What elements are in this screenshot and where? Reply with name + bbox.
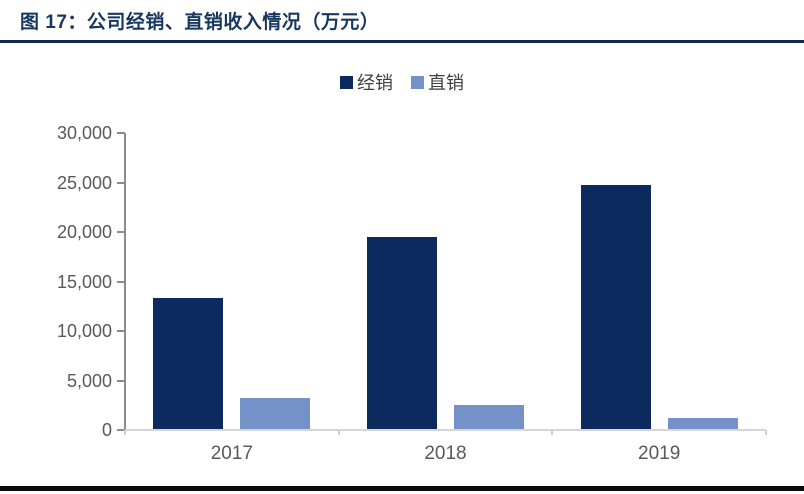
y-axis-label: 10,000 bbox=[56, 321, 112, 341]
x-axis-line bbox=[125, 429, 766, 431]
category-group-2018 bbox=[339, 133, 553, 429]
y-axis-tick bbox=[117, 181, 125, 184]
x-axis-label-2018: 2018 bbox=[424, 443, 467, 464]
title-divider bbox=[0, 40, 804, 43]
x-axis-tick bbox=[765, 430, 767, 435]
y-axis-line bbox=[124, 133, 126, 430]
y-axis-label: 30,000 bbox=[56, 123, 112, 143]
x-axis-labels: 2017 2018 2019 bbox=[125, 443, 766, 465]
legend-item-series-1: 经销 bbox=[340, 69, 393, 95]
y-axis-tick bbox=[117, 429, 125, 431]
bar-chart-plot bbox=[125, 133, 766, 429]
x-axis-tick bbox=[337, 430, 340, 435]
legend-label: 直销 bbox=[428, 73, 464, 93]
bar-series1-2018 bbox=[367, 236, 437, 429]
x-axis-tick bbox=[124, 430, 126, 435]
x-axis-label-2017: 2017 bbox=[210, 443, 253, 464]
x-axis-tick bbox=[551, 430, 554, 435]
bar-series1-2017 bbox=[153, 298, 224, 429]
chart-legend: 经销 直销 bbox=[0, 69, 804, 95]
y-axis-label: 5,000 bbox=[66, 370, 112, 391]
bottom-divider bbox=[0, 486, 804, 491]
y-axis-label: 20,000 bbox=[56, 222, 112, 242]
figure-title: 图 17：公司经销、直销收入情况（万元） bbox=[20, 12, 380, 33]
bar-series2-2019 bbox=[667, 418, 738, 429]
y-axis-tick bbox=[117, 379, 125, 382]
y-axis-tick bbox=[117, 330, 125, 332]
legend-label: 经销 bbox=[357, 73, 393, 93]
bar-series2-2017 bbox=[240, 398, 311, 429]
y-axis-tick bbox=[117, 280, 125, 283]
legend-swatch-icon bbox=[340, 75, 353, 89]
legend-swatch-icon bbox=[411, 75, 424, 89]
y-axis-tick bbox=[117, 231, 125, 233]
y-axis-label: 15,000 bbox=[56, 271, 112, 292]
category-group-2019 bbox=[552, 133, 766, 429]
bar-series1-2019 bbox=[580, 184, 651, 429]
bar-series2-2018 bbox=[454, 404, 524, 429]
y-axis-label: 25,000 bbox=[56, 172, 112, 193]
legend-item-series-2: 直销 bbox=[411, 69, 464, 95]
y-axis-tick bbox=[117, 132, 125, 134]
y-axis-label: 0 bbox=[101, 420, 112, 440]
x-axis-label-2019: 2019 bbox=[638, 443, 681, 464]
category-group-2017 bbox=[125, 133, 339, 429]
